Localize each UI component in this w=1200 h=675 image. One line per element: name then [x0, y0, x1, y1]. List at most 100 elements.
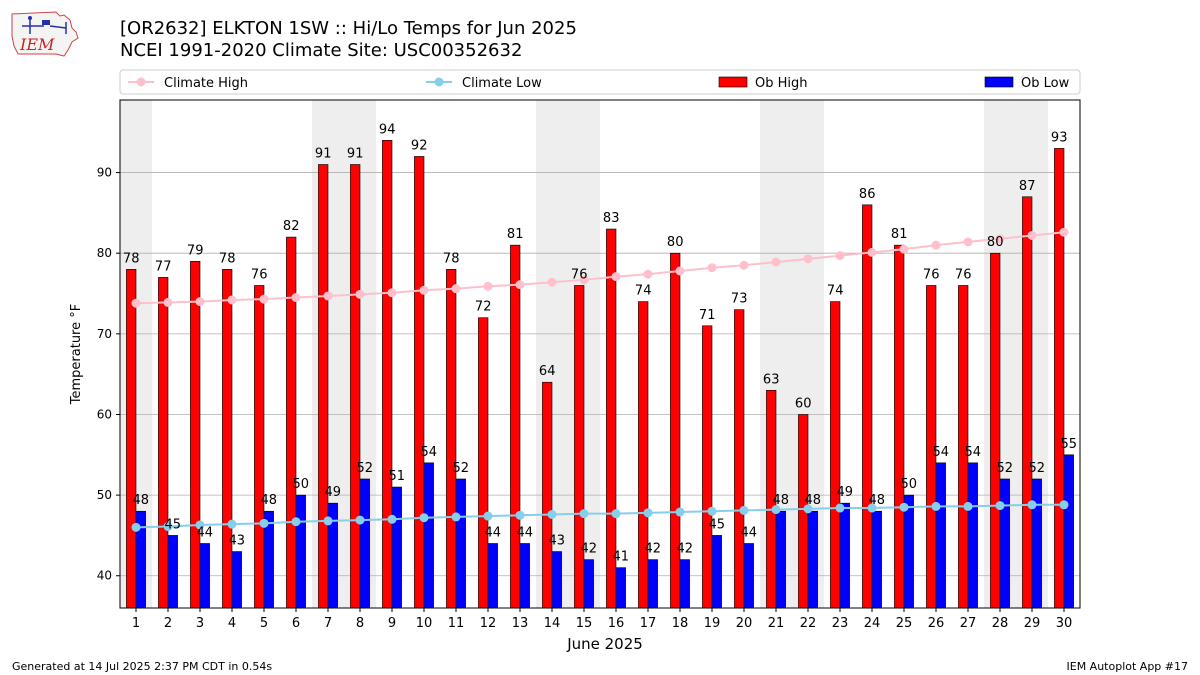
ob-high-label-25: 81 [891, 227, 908, 242]
ob-low-label-4: 43 [229, 534, 246, 549]
climate-low-point-29 [1027, 500, 1037, 510]
climate-low-point-24 [867, 503, 877, 513]
climate-low-point-12 [483, 511, 493, 521]
ob-high-label-9: 94 [379, 122, 396, 137]
legend-label-climate-low: Climate Low [462, 76, 542, 91]
climate-high-point-24 [867, 247, 877, 257]
y-tick-label-90: 90 [97, 166, 112, 180]
climate-low-point-10 [419, 513, 429, 523]
x-tick-label-6: 6 [292, 616, 300, 631]
ob-high-label-18: 80 [667, 235, 684, 250]
ob-low-bar-16 [615, 567, 626, 609]
ob-high-label-3: 79 [187, 243, 204, 258]
legend-marker-climate-high [136, 77, 146, 87]
climate-high-point-19 [707, 263, 717, 273]
x-tick-label-8: 8 [356, 616, 364, 631]
ob-high-bar-29 [1022, 196, 1033, 609]
ob-high-bar-14 [542, 381, 553, 609]
ob-high-label-2: 77 [155, 259, 172, 274]
y-tick-label-40: 40 [97, 569, 112, 583]
ob-low-label-20: 44 [741, 525, 758, 540]
ob-high-label-12: 72 [475, 300, 492, 315]
climate-low-point-21 [771, 505, 781, 515]
legend-label-ob-high: Ob High [755, 76, 808, 91]
ob-low-bar-24 [871, 510, 882, 609]
ob-low-bar-2 [167, 535, 178, 609]
ob-low-bar-20 [743, 543, 754, 609]
x-tick-label-17: 17 [640, 616, 657, 631]
x-tick-label-30: 30 [1056, 616, 1073, 631]
climate-low-point-3 [195, 520, 205, 530]
plot-frame [119, 99, 1081, 609]
climate-low-point-15 [579, 509, 589, 519]
ob-low-bar-26 [935, 462, 946, 609]
x-tick-label-19: 19 [704, 616, 721, 631]
climate-low-point-2 [163, 522, 173, 532]
x-tick-label-12: 12 [480, 616, 497, 631]
x-tick-label-13: 13 [512, 616, 529, 631]
ob-high-bar-4 [222, 269, 233, 609]
ob-high-label-19: 71 [699, 308, 716, 323]
ob-high-label-14: 64 [539, 364, 556, 379]
ob-high-label-24: 86 [859, 187, 876, 202]
ob-high-bar-2 [158, 277, 169, 609]
ob-high-bar-20 [734, 309, 745, 609]
ob-low-label-24: 48 [869, 493, 886, 508]
x-tick-label-11: 11 [448, 616, 465, 631]
ob-low-label-9: 51 [389, 469, 406, 484]
climate-high-point-18 [675, 266, 685, 276]
ob-low-label-2: 45 [165, 517, 182, 532]
ob-high-bar-25 [894, 244, 905, 609]
ob-low-bar-28 [999, 478, 1010, 609]
ob-low-label-15: 42 [581, 542, 598, 557]
climate-low-point-26 [931, 501, 941, 511]
grid-lines [120, 172, 1080, 577]
ob-high-bar-30 [1054, 148, 1065, 609]
climate-low-point-8 [355, 515, 365, 525]
ob-low-label-17: 42 [645, 542, 662, 557]
ob-low-bar-27 [967, 462, 978, 609]
ob-high-bar-9 [382, 140, 393, 609]
x-tick-label-1: 1 [132, 616, 140, 631]
climate-low-point-16 [611, 509, 621, 519]
legend: Climate High Climate Low Ob High Ob Low [119, 69, 1081, 95]
climate-low-line [135, 503, 1064, 529]
x-tick-label-29: 29 [1024, 616, 1041, 631]
generated-timestamp: Generated at 14 Jul 2025 2:37 PM CDT in … [12, 660, 273, 673]
climate-high-point-14 [547, 277, 557, 287]
x-tick-label-23: 23 [832, 616, 849, 631]
ob-low-bar-15 [583, 559, 594, 609]
iem-logo: IEM [11, 11, 79, 57]
ob-low-bar-30 [1063, 454, 1074, 609]
ob-high-label-30: 93 [1051, 130, 1068, 145]
climate-high-point-30 [1059, 227, 1069, 237]
climate-high-point-2 [163, 297, 173, 307]
climate-high-point-16 [611, 272, 621, 282]
ob-high-label-27: 76 [955, 267, 972, 282]
legend-box [119, 69, 1081, 95]
x-tick-label-15: 15 [576, 616, 593, 631]
climate-low-point-25 [899, 502, 909, 512]
climate-low-point-5 [259, 518, 269, 528]
ob-high-bar-7 [318, 164, 329, 609]
ob-high-bar-17 [638, 301, 649, 609]
climate-low-point-11 [451, 512, 461, 522]
ob-high-label-1: 78 [123, 251, 140, 266]
chart-subtitle: NCEI 1991-2020 Climate Site: USC00352632 [120, 40, 523, 61]
x-tick-label-21: 21 [768, 616, 785, 631]
x-tick-label-2: 2 [164, 616, 172, 631]
x-tick-label-22: 22 [800, 616, 817, 631]
ob-low-bar-18 [679, 559, 690, 609]
ob-high-label-28: 80 [987, 235, 1004, 250]
climate-low-point-13 [515, 510, 525, 520]
climate-high-point-9 [387, 288, 397, 298]
ob-low-label-29: 52 [1029, 461, 1046, 476]
ob-high-bar-8 [350, 164, 361, 609]
ob-high-bar-5 [254, 285, 265, 609]
climate-high-point-15 [579, 275, 589, 285]
climate-low-point-18 [675, 507, 685, 517]
climate-high-point-20 [739, 260, 749, 270]
ob-low-label-22: 48 [805, 493, 822, 508]
legend-label-climate-high: Climate High [164, 76, 248, 91]
climate-low-point-28 [995, 501, 1005, 511]
